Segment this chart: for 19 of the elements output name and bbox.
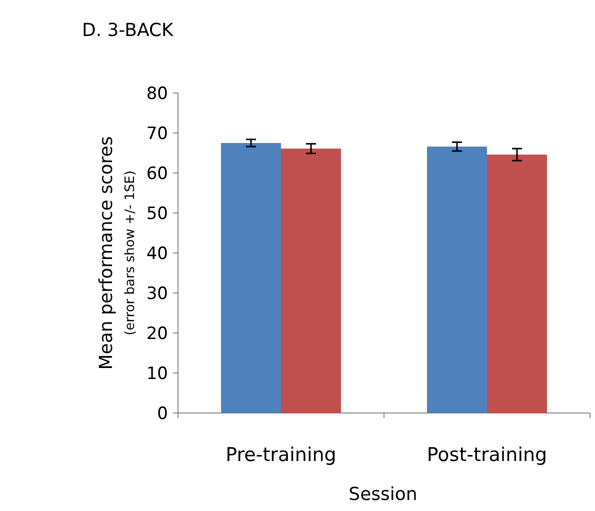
y-tick-label: 20: [146, 324, 168, 344]
y-tick-label: 60: [146, 164, 168, 184]
x-axis-title: Session: [348, 484, 418, 505]
bar: [427, 146, 487, 413]
text: (error bars show +/- 1SE): [123, 170, 138, 336]
chart-title: D. 3-BACK: [82, 20, 175, 41]
x-tick-label: Post-training: [426, 444, 548, 466]
y-axis-title: Mean performance scores: [96, 136, 117, 370]
bar: [281, 148, 341, 413]
y-tick-label: 0: [157, 404, 168, 424]
y-tick-label: 40: [146, 244, 168, 264]
bar: [221, 143, 281, 413]
y-tick-label: 70: [146, 124, 168, 144]
bar: [487, 154, 547, 413]
y-tick-label: 30: [146, 284, 168, 304]
y-tick-label: 50: [146, 204, 168, 224]
y-tick-label: 80: [146, 84, 168, 104]
x-tick-label: Pre-training: [226, 444, 336, 466]
y-tick-label: 10: [146, 364, 168, 384]
